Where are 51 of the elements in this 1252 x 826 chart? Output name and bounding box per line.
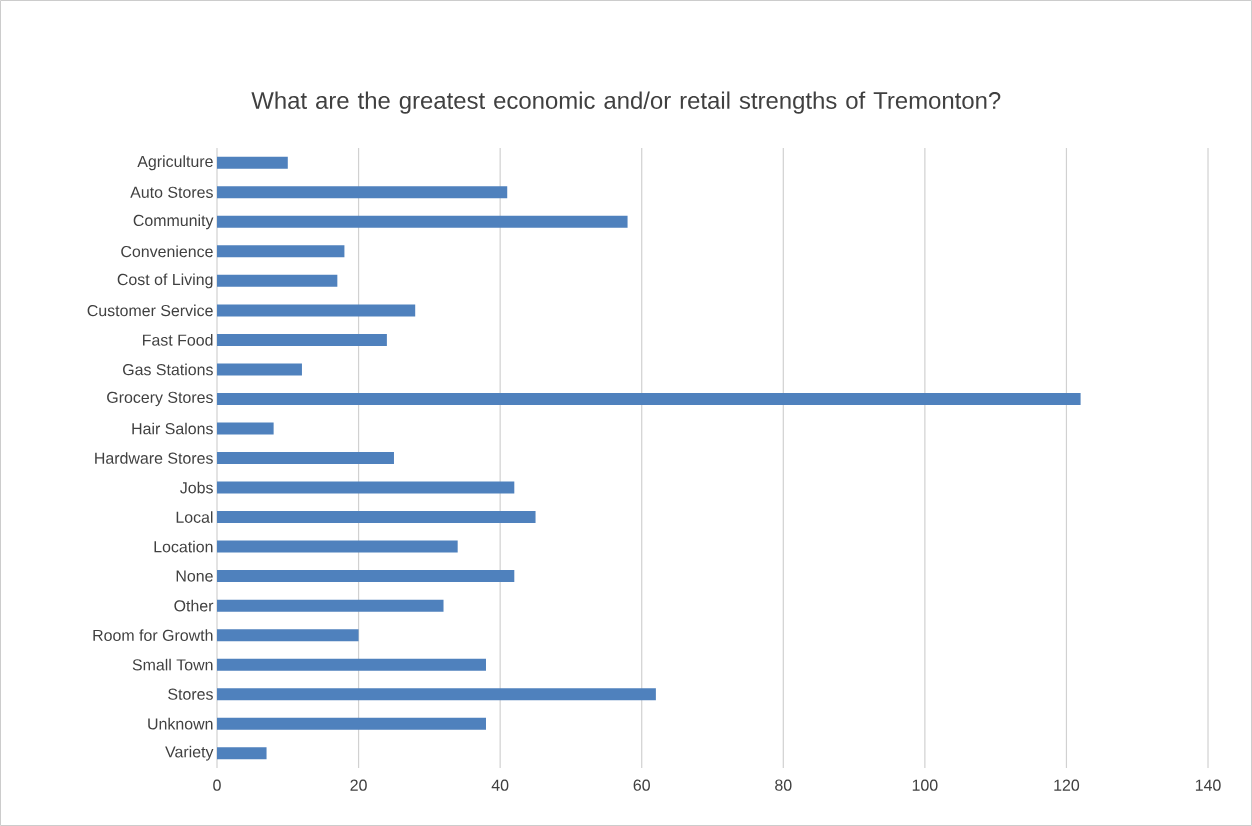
bar xyxy=(217,570,515,583)
bar xyxy=(217,156,288,169)
x-tick-label: 0 xyxy=(213,779,221,791)
bar xyxy=(217,688,656,701)
bar xyxy=(217,481,515,494)
bar xyxy=(217,658,486,671)
y-tick-label: Location xyxy=(154,540,213,553)
y-tick-label: Stores xyxy=(168,688,213,700)
bar xyxy=(217,215,628,228)
bar xyxy=(217,392,1081,405)
y-tick-label: Room for Growth xyxy=(93,629,213,641)
y-tick-label: Variety xyxy=(165,745,214,761)
bar xyxy=(217,540,458,553)
bar xyxy=(217,629,359,642)
bar xyxy=(217,717,486,730)
x-tick-label: 20 xyxy=(350,779,367,791)
x-tick-label: 120 xyxy=(1054,779,1080,791)
bar xyxy=(217,363,302,376)
y-tick-label: Other xyxy=(174,599,214,612)
y-tick-label: Hair Salons xyxy=(132,422,213,435)
bar xyxy=(217,333,387,346)
x-tick-label: 80 xyxy=(775,779,792,791)
y-tick-label: Grocery Stores xyxy=(107,391,213,407)
y-tick-label: Convenience xyxy=(121,245,213,258)
y-tick-label: Community xyxy=(133,214,214,230)
bar xyxy=(217,274,338,287)
x-tick-label: 100 xyxy=(912,779,938,791)
y-tick-label: Gas Stations xyxy=(123,363,213,376)
x-tick-label: 140 xyxy=(1195,779,1221,791)
bar xyxy=(217,245,345,258)
bar xyxy=(217,599,444,612)
bar xyxy=(217,422,274,435)
y-tick-label: Jobs xyxy=(180,481,213,494)
x-tick-label: 60 xyxy=(633,779,650,791)
y-tick-label: Auto Stores xyxy=(130,186,213,198)
y-tick-label: None xyxy=(176,570,213,582)
x-tick-label: 40 xyxy=(491,779,509,791)
y-tick-label: Unknown xyxy=(148,717,213,730)
y-tick-label: Small Town xyxy=(132,658,213,671)
y-tick-label: Hardware Stores xyxy=(95,452,213,464)
y-tick-label: Customer Service xyxy=(87,304,213,317)
y-tick-label: Local xyxy=(176,511,213,523)
bar xyxy=(217,452,394,464)
y-tick-label: Agriculture xyxy=(137,155,213,171)
bar xyxy=(217,747,267,760)
bar xyxy=(217,511,536,524)
chart-title: What are the greatest economic and/or retail strengths of Tremonton? xyxy=(251,91,1001,114)
y-tick-label: Cost of Living xyxy=(117,273,213,289)
y-tick-label: Fast Food xyxy=(143,334,213,346)
bar xyxy=(217,186,508,199)
bar xyxy=(217,304,416,317)
